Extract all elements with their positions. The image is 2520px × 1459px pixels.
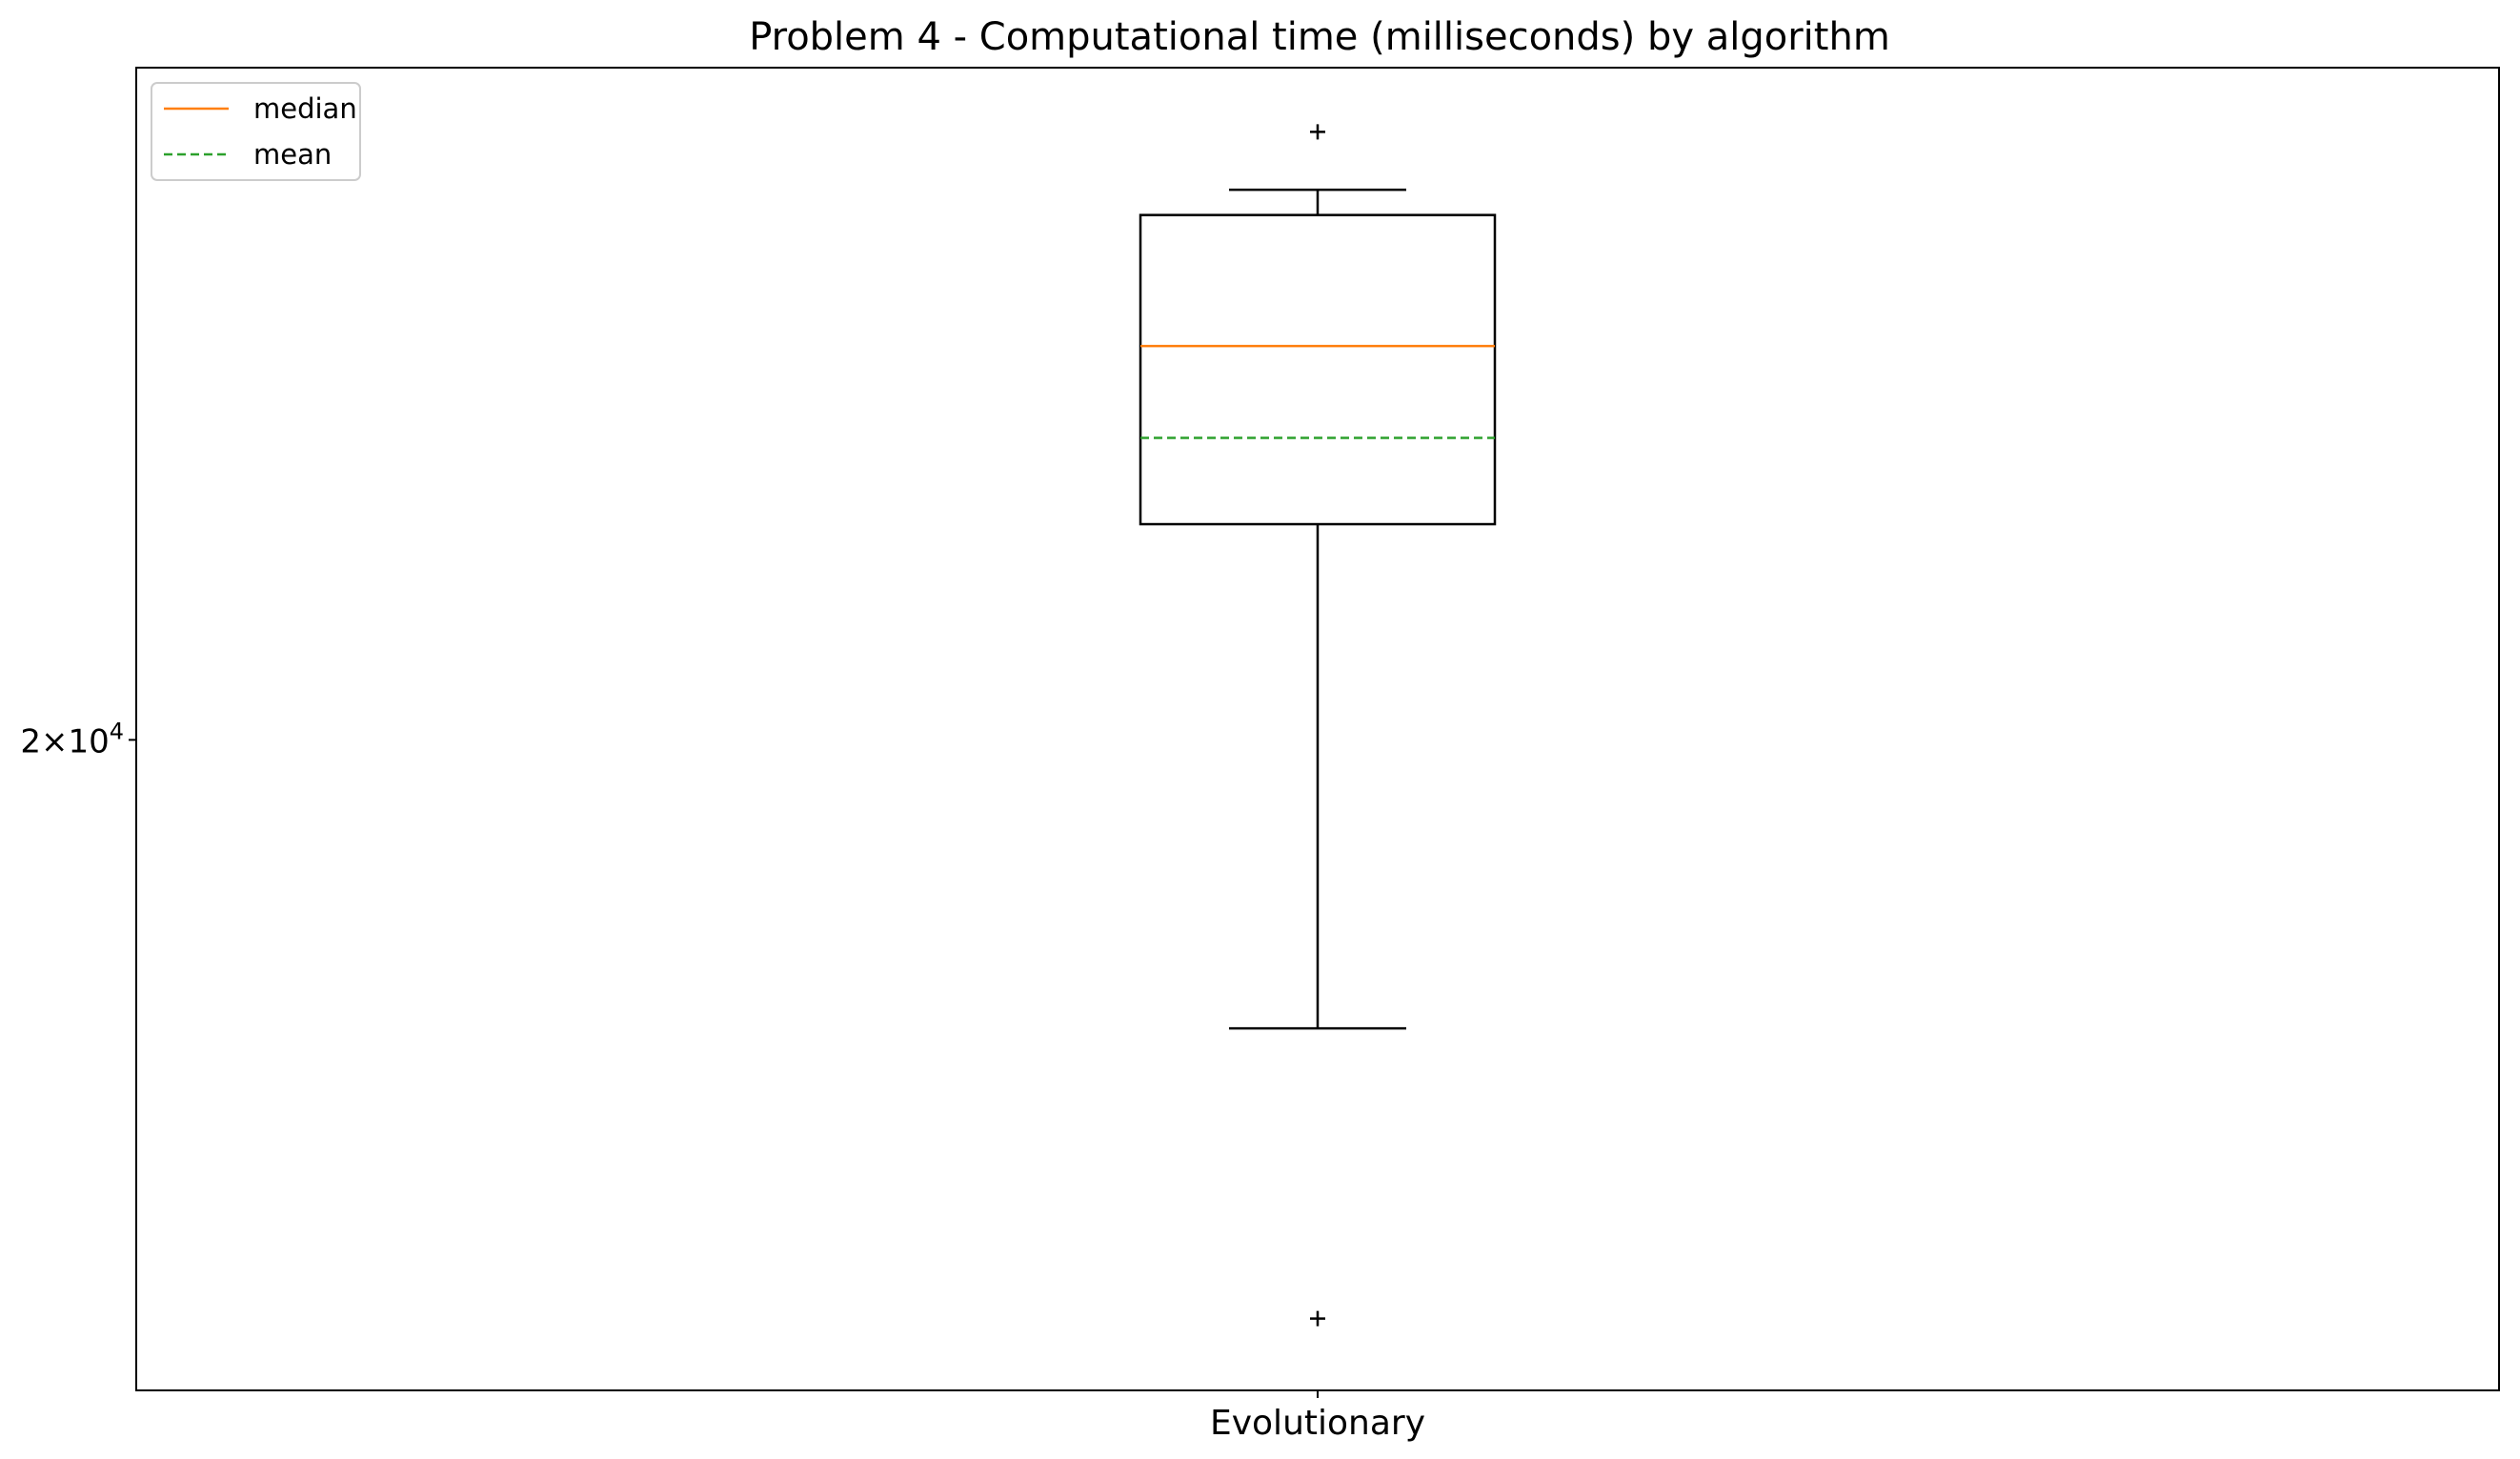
plot-frame — [135, 67, 2500, 1391]
x-tick-label: Evolutionary — [1210, 1404, 1425, 1443]
legend: median mean — [151, 82, 361, 181]
legend-label-median: median — [253, 92, 357, 125]
legend-frame — [151, 82, 361, 181]
chart-title: Problem 4 - Computational time (millisec… — [749, 15, 1890, 59]
outlier-marker — [1310, 1310, 1325, 1327]
y-tick-label: 2×104 — [20, 718, 124, 760]
legend-label-mean: mean — [253, 138, 332, 171]
iqr-box — [1139, 213, 1497, 526]
outlier-marker — [1310, 124, 1325, 140]
plot-area: 2×104 Evolutionary — [20, 124, 1497, 1443]
